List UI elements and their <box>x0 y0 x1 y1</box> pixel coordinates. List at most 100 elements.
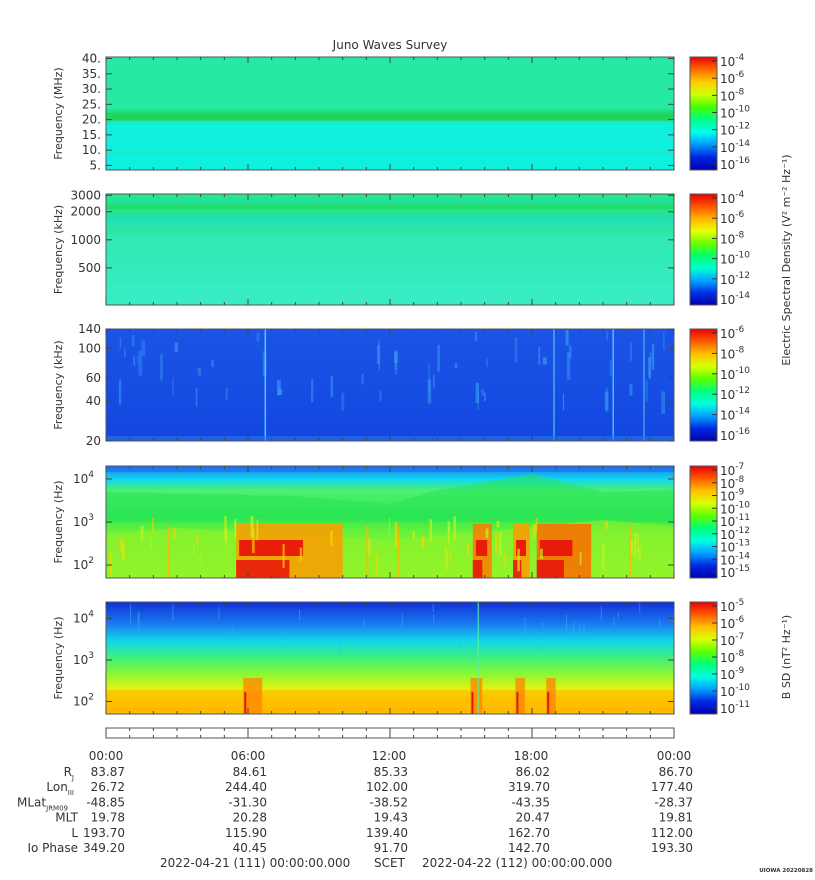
colorbar-tick-p1-0: 10-4 <box>720 53 745 69</box>
colorbar-p2: 10-4 10-6 10-8 10-10 10-12 10-14 <box>689 190 750 307</box>
spectrogram-texture-p2 <box>106 204 674 234</box>
ylabel-p4: Frequency (Hz) <box>52 481 65 564</box>
ephem-value-3-0: 19.78 <box>91 811 125 825</box>
ytick-label-p2-1: 1000 <box>70 233 101 247</box>
ephem-value-5-4: 193.30 <box>651 841 693 855</box>
ytick-label-p2-0: 500 <box>78 261 101 275</box>
ytick-label-p1-1: 10. <box>82 143 101 157</box>
colorbar-scale-p1 <box>689 56 718 171</box>
ylabel-p5: Frequency (Hz) <box>52 617 65 700</box>
ephem-value-2-4: -28.37 <box>654 795 693 809</box>
colorbar-tick-p5-1: 10-6 <box>720 615 745 631</box>
ephem-value-5-0: 349.20 <box>83 841 125 855</box>
colorbar-tick-p3-4: 10-14 <box>720 407 750 423</box>
ylabel-p3: Frequency (kHz) <box>52 340 65 429</box>
ytick-label-p4-1: 103 <box>73 513 94 529</box>
spectrogram-texture-p1 <box>106 86 674 154</box>
ytick-label-p3-4: 140 <box>78 322 101 336</box>
ephem-value-2-0: -48.85 <box>86 795 125 809</box>
ytick-label-p1-4: 25. <box>82 97 101 111</box>
colorbar-tick-p5-2: 10-7 <box>720 632 744 648</box>
panel-p1: 5.10.15.20. 25.30.35.40. Frequency (MHz) <box>52 52 675 172</box>
ephem-label-1: LonIII <box>46 780 74 797</box>
time-axis-strip <box>105 727 675 739</box>
spectrogram-panels: 5.10.15.20. 25.30.35.40. Frequency (MHz) 50… <box>52 52 675 715</box>
ephem-value-0-0: 83.87 <box>91 765 125 779</box>
colorbar-tick-p5-4: 10-9 <box>720 666 745 682</box>
ytick-label-p3-1: 40 <box>86 394 101 408</box>
ephem-value-5-3: 142.70 <box>508 841 550 855</box>
ytick-label-p2-2: 2000 <box>70 205 101 219</box>
colorbar-tick-p1-2: 10-8 <box>720 87 745 103</box>
ephem-value-2-3: -43.35 <box>511 795 550 809</box>
time-tick-label-3: 18:00 <box>514 749 549 763</box>
colorbar-tick-p2-2: 10-8 <box>720 230 745 246</box>
ephem-value-0-4: 86.70 <box>659 765 693 779</box>
ephem-value-4-0: 193.70 <box>83 826 125 840</box>
colorbar-tick-p4-8: 10-15 <box>720 564 750 580</box>
footer-end-time: 2022-04-22 (112) 00:00:00.000 <box>422 856 612 870</box>
colorbar-tick-p1-1: 10-6 <box>720 70 745 86</box>
colorbar-tick-p2-0: 10-4 <box>720 190 745 206</box>
panel-p5: 102 103 104 Frequency (Hz) <box>52 601 675 715</box>
ytick-label-p5-0: 102 <box>73 693 94 709</box>
spectrogram-p3 <box>106 329 674 441</box>
ephem-value-3-2: 19.43 <box>374 811 408 825</box>
colorbar-p3: 10-6 10-8 10-10 10-12 10-14 10-16 <box>689 325 750 443</box>
ytick-label-p1-0: 5. <box>90 158 101 172</box>
colorbar-scale-p5 <box>689 601 718 715</box>
ytick-label-p1-2: 15. <box>82 128 101 142</box>
colorbar-tick-p5-0: 10-5 <box>720 598 744 614</box>
ytick-label-p2-3: 3000 <box>70 188 101 202</box>
colorbar-tick-p2-3: 10-10 <box>720 251 750 267</box>
ytick-label-p3-3: 100 <box>78 341 101 355</box>
footer-credit: UIOWA 20220828 <box>759 868 813 874</box>
colorbar-tick-p1-4: 10-12 <box>720 122 750 138</box>
colorbar-tick-p3-2: 10-10 <box>720 366 750 382</box>
ytick-label-p1-5: 30. <box>82 82 101 96</box>
colorbar-tick-p1-5: 10-14 <box>720 139 750 155</box>
ephem-value-5-1: 40.45 <box>233 841 267 855</box>
panel-p2: 500 1000 2000 3000 Frequency (kHz) <box>52 188 675 306</box>
colorbar-tick-p2-5: 10-14 <box>720 291 750 307</box>
ylabel-p1: Frequency (MHz) <box>52 67 65 159</box>
ytick-label-p3-0: 20 <box>86 434 101 448</box>
colorbar-scale-p3 <box>689 328 718 442</box>
ytick-label-p5-2: 104 <box>73 610 94 626</box>
magnetic-colorbar-label: B SD (nT² Hz⁻¹) <box>780 615 793 699</box>
ephem-value-3-1: 20.28 <box>233 811 267 825</box>
ephem-value-1-0: 26.72 <box>91 780 125 794</box>
ephem-value-1-1: 244.40 <box>225 780 267 794</box>
ephem-value-3-4: 19.81 <box>659 811 693 825</box>
ephem-value-0-3: 86.02 <box>516 765 550 779</box>
ephem-value-1-2: 102.00 <box>366 780 408 794</box>
colorbar-tick-p2-1: 10-6 <box>720 210 745 226</box>
ytick-label-p1-7: 40. <box>82 52 101 66</box>
ytick-label-p1-3: 20. <box>82 113 101 127</box>
ephem-value-5-2: 91.70 <box>374 841 408 855</box>
time-tick-label-0: 00:00 <box>89 749 124 763</box>
ephem-value-2-2: -38.52 <box>369 795 408 809</box>
ephemeris-table: 00:00 06:00 12:00 18:00 00:00 RJ 83.87 84.61 85.… <box>17 749 693 855</box>
colorbar-p4: 10-710-810-910-1010-1110-1210-1310-1410-… <box>689 462 750 580</box>
time-tick-label-1: 06:00 <box>231 749 266 763</box>
ephem-value-4-4: 112.00 <box>651 826 693 840</box>
footer-start-time: 2022-04-21 (111) 00:00:00.000 <box>160 856 350 870</box>
colorbars: 10-410-610-810-1010-1210-1410-1610-410-6… <box>689 53 750 716</box>
colorbar-tick-p5-6: 10-11 <box>720 700 750 716</box>
ytick-label-p5-1: 103 <box>73 651 94 667</box>
spectrogram-texture-p4 <box>106 466 674 578</box>
spectrogram-p2 <box>106 194 674 305</box>
ephem-value-3-3: 20.47 <box>516 811 550 825</box>
colorbar-scale-p2 <box>689 193 718 306</box>
ephem-value-1-4: 177.40 <box>651 780 693 794</box>
ephem-value-2-1: -31.30 <box>228 795 267 809</box>
ephem-value-0-1: 84.61 <box>233 765 267 779</box>
ephem-value-0-2: 85.33 <box>374 765 408 779</box>
colorbar-tick-p1-3: 10-10 <box>720 105 750 121</box>
footer-scet-label: SCET <box>374 856 406 870</box>
colorbar-tick-p2-4: 10-12 <box>720 271 750 287</box>
